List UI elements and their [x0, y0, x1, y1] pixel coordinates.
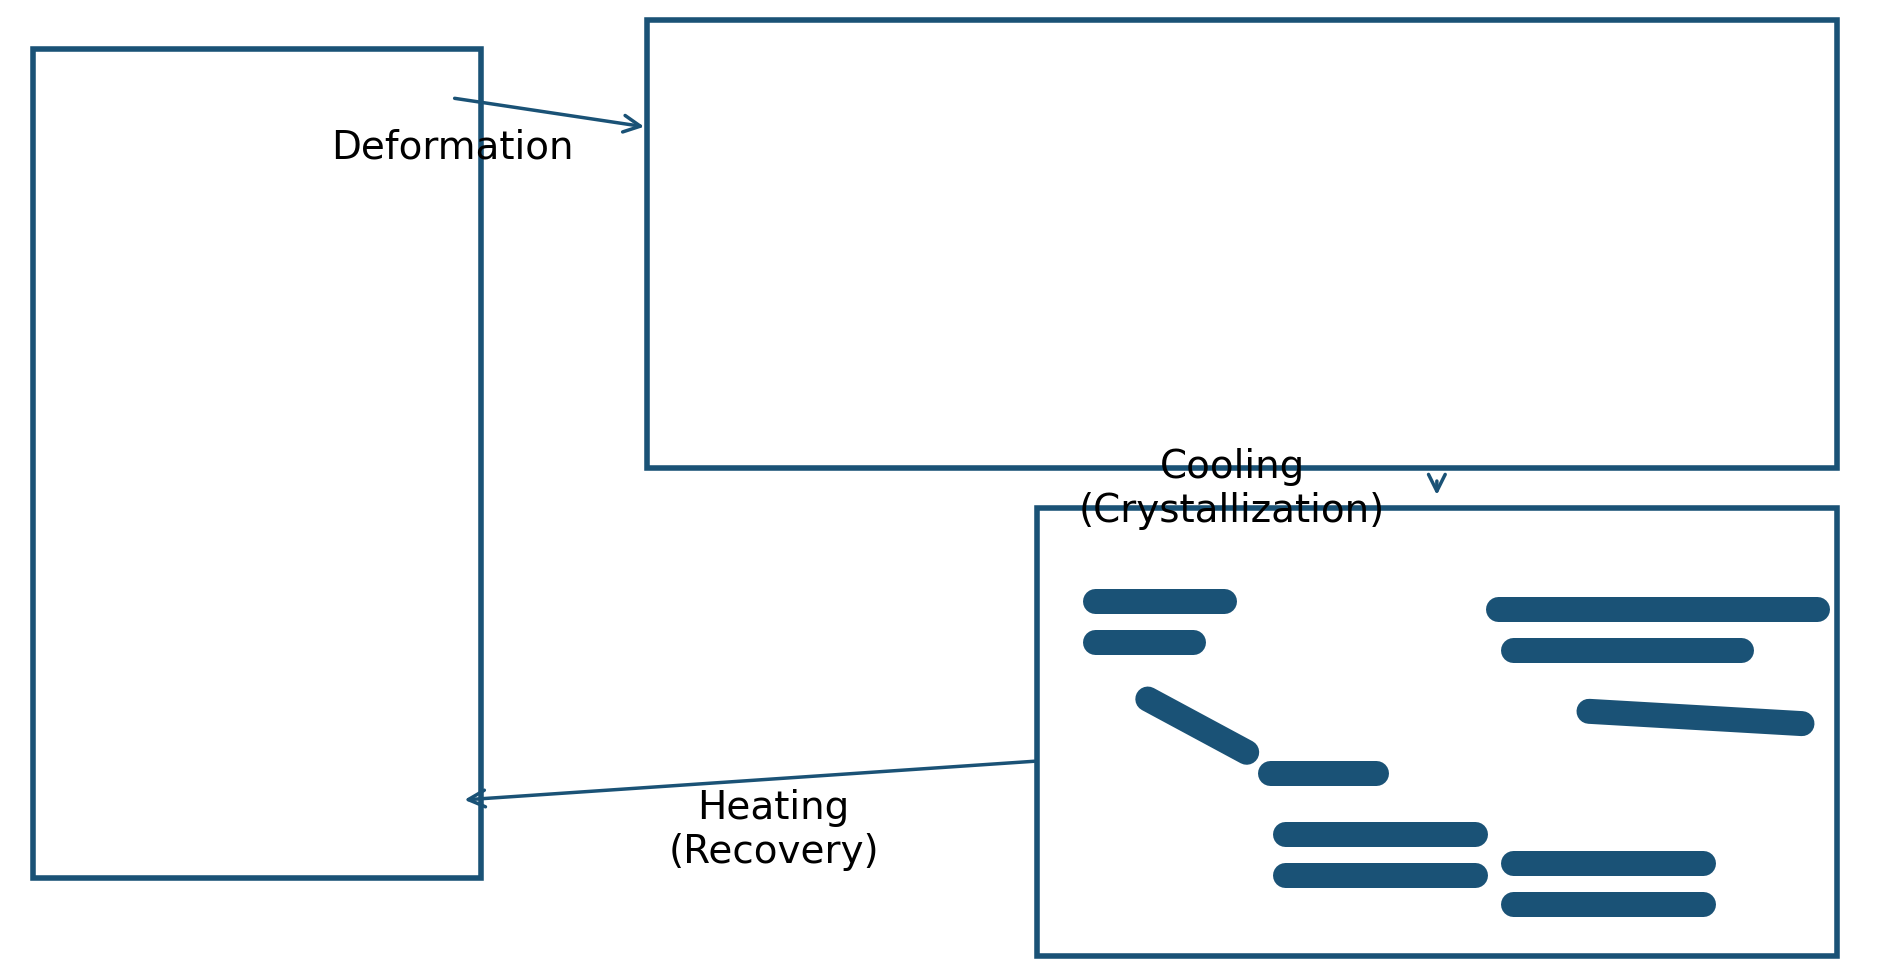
Bar [32, 50, 481, 878]
Text: Deformation: Deformation [331, 129, 573, 166]
Text: Heating
(Recovery): Heating (Recovery) [669, 788, 879, 871]
Bar [1037, 508, 1836, 956]
Bar [646, 21, 1836, 469]
Text: Cooling
(Crystallization): Cooling (Crystallization) [1079, 447, 1385, 530]
